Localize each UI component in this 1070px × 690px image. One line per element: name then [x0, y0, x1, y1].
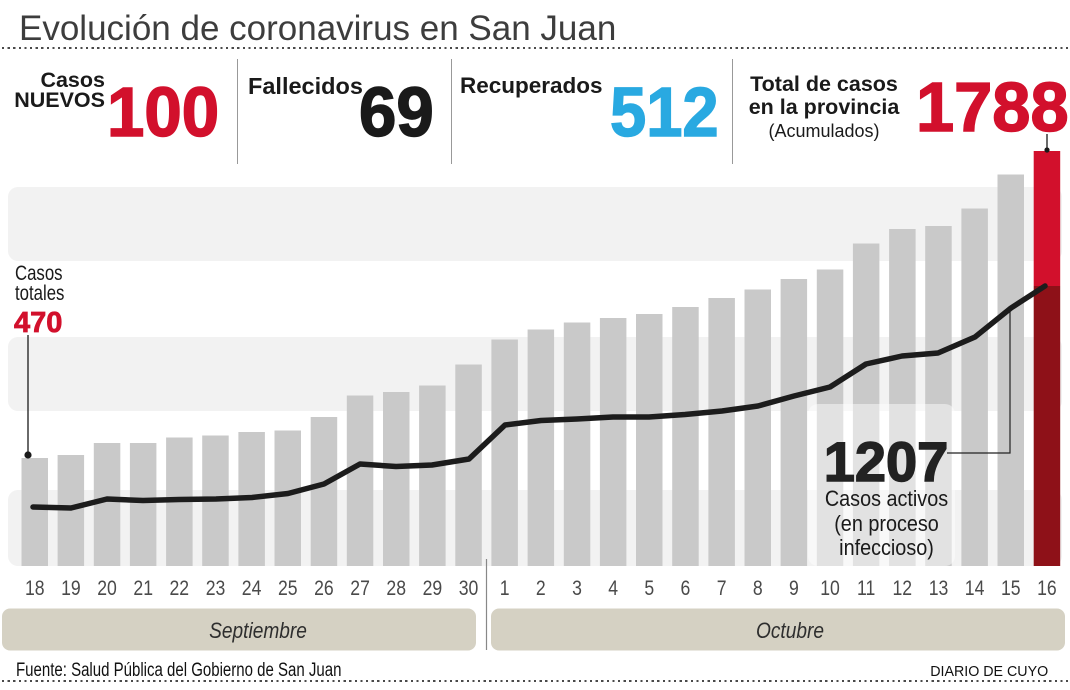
svg-text:29: 29: [423, 577, 443, 601]
svg-text:4: 4: [608, 577, 618, 601]
svg-text:27: 27: [350, 577, 370, 601]
svg-text:25: 25: [278, 577, 298, 601]
svg-text:8: 8: [753, 577, 763, 601]
svg-text:22: 22: [169, 577, 189, 601]
svg-text:24: 24: [242, 577, 262, 601]
svg-text:23: 23: [206, 577, 226, 601]
svg-text:5: 5: [644, 577, 654, 601]
svg-text:28: 28: [386, 577, 406, 601]
svg-text:3: 3: [572, 577, 582, 601]
svg-text:16: 16: [1037, 577, 1057, 601]
svg-text:20: 20: [97, 577, 117, 601]
svg-text:14: 14: [965, 577, 985, 601]
svg-text:18: 18: [25, 577, 45, 601]
svg-text:2: 2: [536, 577, 546, 601]
svg-text:Septiembre: Septiembre: [209, 619, 307, 644]
svg-text:9: 9: [789, 577, 799, 601]
svg-text:30: 30: [459, 577, 479, 601]
svg-text:19: 19: [61, 577, 81, 601]
svg-text:7: 7: [717, 577, 727, 601]
svg-text:6: 6: [680, 577, 690, 601]
svg-text:10: 10: [820, 577, 840, 601]
svg-text:21: 21: [133, 577, 153, 601]
svg-text:26: 26: [314, 577, 334, 601]
svg-text:15: 15: [1001, 577, 1021, 601]
svg-text:12: 12: [892, 577, 912, 601]
svg-text:1: 1: [500, 577, 510, 601]
svg-text:13: 13: [929, 577, 949, 601]
svg-text:11: 11: [857, 577, 875, 601]
svg-text:Octubre: Octubre: [756, 619, 824, 644]
